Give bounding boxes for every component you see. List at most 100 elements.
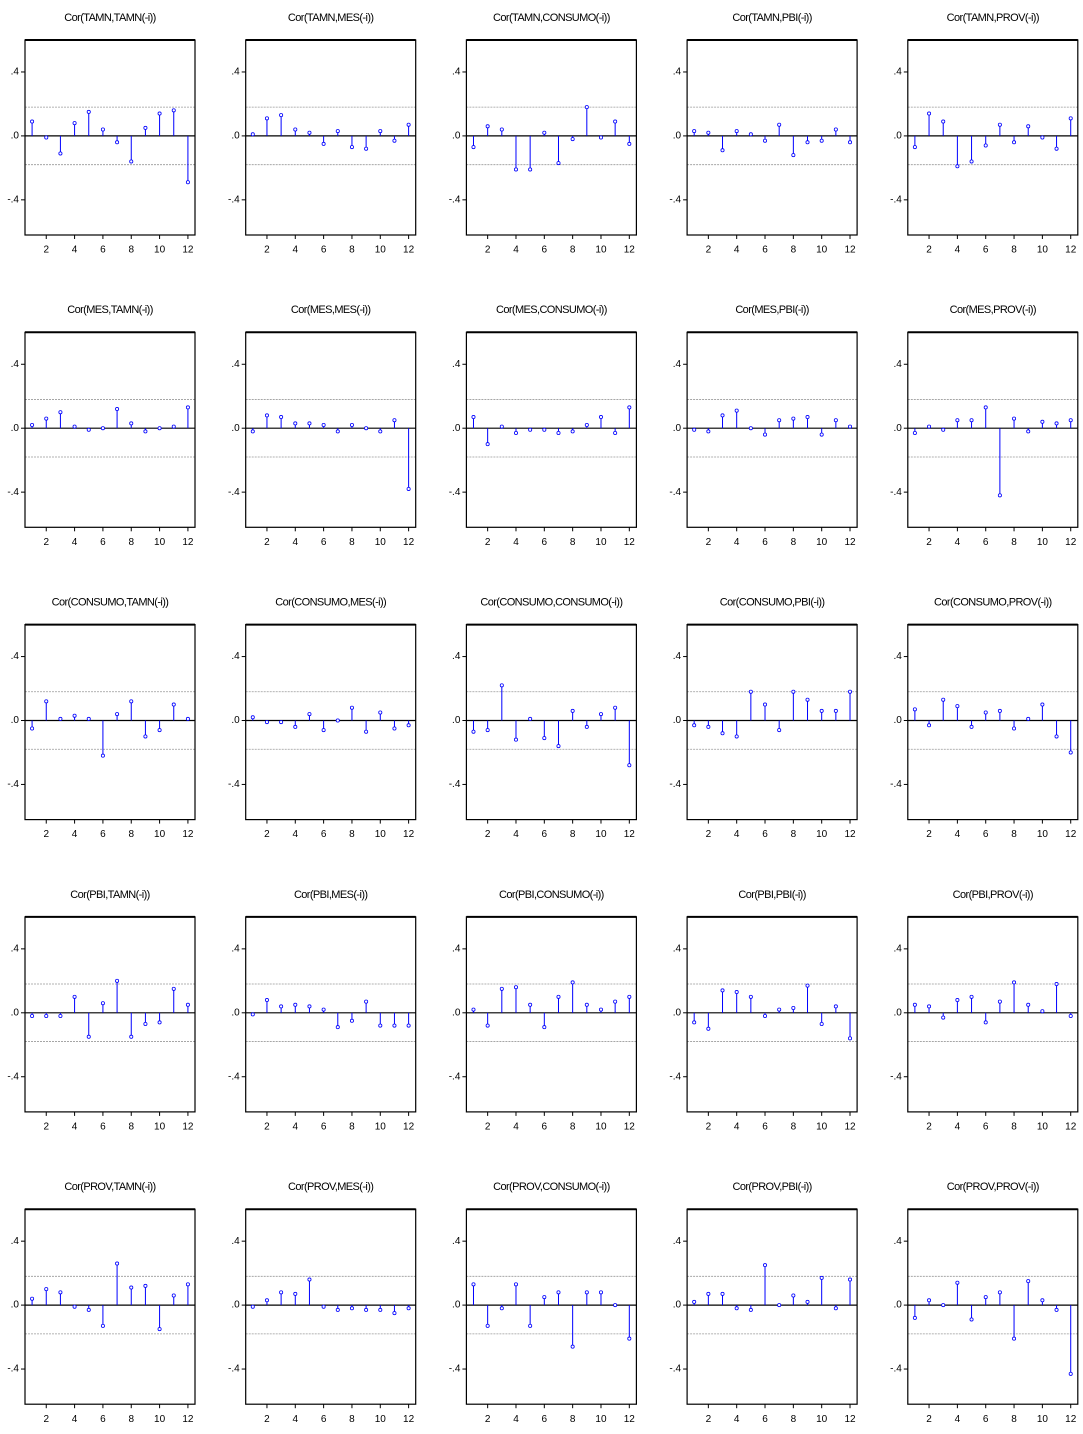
stem [264, 413, 269, 429]
stem [748, 426, 753, 431]
stem-marker [115, 712, 120, 717]
stem-marker [321, 141, 326, 146]
stem-marker [927, 723, 932, 728]
stem [763, 1263, 768, 1306]
panel-title: Cor(MES,PBI(-i)) [735, 304, 809, 316]
stem [627, 1305, 632, 1341]
stem-marker [171, 702, 176, 707]
stem-marker [528, 167, 533, 172]
y-tick-label: .4 [11, 944, 20, 955]
plot-frame [245, 331, 417, 528]
x-tick-label: 4 [293, 829, 299, 840]
stem [1040, 419, 1045, 429]
x-tick-label: 4 [72, 245, 78, 256]
stem-marker [912, 430, 917, 435]
stem-marker [250, 429, 255, 434]
stem [392, 135, 397, 143]
stem [185, 405, 190, 429]
stem [1054, 1305, 1059, 1312]
stem-marker [115, 978, 120, 983]
stem-marker [30, 423, 35, 428]
stem-marker [556, 994, 561, 999]
stem [791, 135, 796, 158]
stem [293, 1002, 298, 1013]
stem [720, 988, 725, 1013]
stem [321, 720, 326, 733]
stem [471, 415, 476, 429]
stem-marker [485, 1323, 490, 1328]
stem [1026, 716, 1031, 721]
stem-marker [848, 1036, 853, 1041]
stem [805, 1299, 810, 1306]
stem-marker [927, 1298, 932, 1303]
stem [927, 424, 932, 429]
stem [1068, 1012, 1073, 1018]
panel: Cor(PROV,CONSUMO(-i)) -.4 .0 .4 2 4 6 8 10 12 [449, 1181, 637, 1425]
stem [335, 129, 340, 136]
stem-marker [185, 1282, 190, 1287]
stem [706, 130, 711, 136]
stem [556, 1290, 561, 1306]
x-tick-label: 12 [844, 1122, 856, 1133]
stem-marker [30, 119, 35, 124]
y-tick-label: .0 [673, 131, 682, 142]
stem-marker [185, 716, 190, 721]
stem [1012, 980, 1017, 1013]
stem-marker [584, 724, 589, 729]
stem-marker [912, 1002, 917, 1007]
plot-frame [24, 916, 196, 1113]
stem-marker [819, 432, 824, 437]
plot-frame [24, 1208, 196, 1405]
stem-marker [378, 129, 383, 134]
stem-marker [307, 1277, 312, 1282]
plot-frame [907, 39, 1079, 236]
x-tick-label: 8 [1011, 1414, 1017, 1425]
stem [100, 720, 105, 758]
stem [1068, 116, 1073, 136]
y-tick-label: .0 [452, 423, 461, 434]
stem-marker [969, 418, 974, 423]
x-tick-label: 4 [513, 537, 519, 548]
stem-marker [115, 1261, 120, 1266]
stem-marker [72, 994, 77, 999]
stem-marker [969, 1317, 974, 1322]
stem [720, 720, 725, 736]
stem-marker [499, 1306, 504, 1311]
stem [777, 1303, 782, 1308]
stem-marker [969, 724, 974, 729]
stem [706, 1012, 711, 1031]
stem-marker [955, 418, 960, 423]
stem-marker [349, 423, 354, 428]
stem-marker [983, 1295, 988, 1300]
y-tick-label: -.4 [228, 1071, 240, 1082]
plot-frame [686, 623, 858, 821]
stem [349, 135, 354, 150]
x-tick-label: 4 [955, 1414, 961, 1425]
stem [997, 428, 1002, 498]
stem [349, 423, 354, 429]
y-tick-label: .4 [452, 944, 461, 955]
stem [720, 1291, 725, 1306]
stem-marker [720, 988, 725, 993]
stem-marker [833, 127, 838, 132]
stem-marker [406, 1023, 411, 1028]
stem-marker [791, 153, 796, 158]
y-tick-label: .0 [893, 131, 902, 142]
x-tick-label: 8 [570, 1414, 576, 1425]
stem [157, 426, 162, 431]
stem-marker [293, 1002, 298, 1007]
stem-marker [927, 1004, 932, 1009]
stem-marker [706, 429, 711, 434]
stem-marker [335, 1307, 340, 1312]
stem [321, 423, 326, 429]
stem [406, 1012, 411, 1028]
stem-marker [171, 108, 176, 113]
x-tick-label: 2 [264, 829, 270, 840]
stem-marker [706, 1291, 711, 1296]
stem [613, 1303, 618, 1308]
plot-frame [907, 623, 1079, 821]
y-tick-label: .4 [231, 1236, 240, 1247]
stem [485, 124, 490, 136]
stem-marker [171, 424, 176, 429]
stem [185, 1282, 190, 1306]
